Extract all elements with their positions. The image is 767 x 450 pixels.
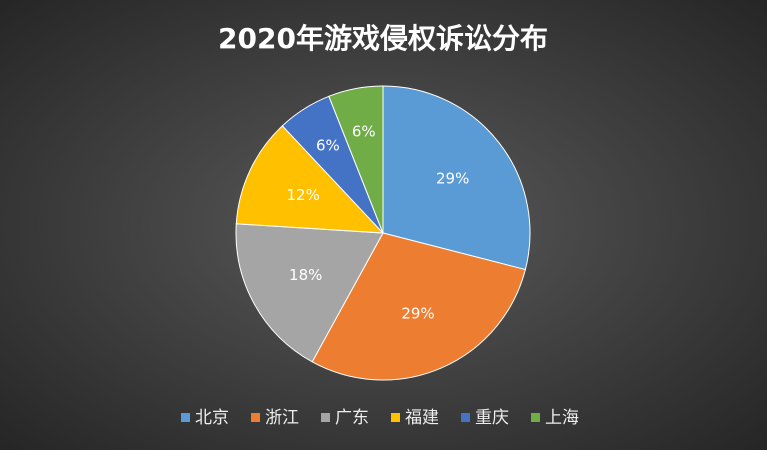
pie: 29% 29% 18% 12% 6% 6% [235,85,531,381]
legend-label: 重庆 [475,408,509,428]
pie-slice [328,85,384,234]
data-label: 12% [287,186,320,204]
pie-slice [235,125,385,234]
legend-swatch [461,413,470,422]
data-label: 6% [352,122,376,140]
legend: 北京 浙江 广东 福建 重庆 上海 [181,408,579,428]
legend-label: 北京 [195,408,229,428]
legend-swatch [391,413,400,422]
pie-slice [382,85,531,271]
legend-swatch [251,413,260,422]
pie-slice [311,232,526,381]
legend-swatch [321,413,330,422]
data-label: 29% [401,304,434,322]
legend-label: 浙江 [265,408,299,428]
pie-slice [235,223,384,363]
legend-swatch [181,413,190,422]
data-label: 6% [316,137,340,155]
legend-label: 福建 [405,408,439,428]
legend-swatch [531,413,540,422]
data-label: 18% [289,266,322,284]
legend-label: 上海 [545,408,579,428]
chart-title: 2020年游戏侵权诉讼分布 [218,22,548,55]
legend-label: 广东 [335,408,369,428]
data-label: 29% [436,169,469,187]
